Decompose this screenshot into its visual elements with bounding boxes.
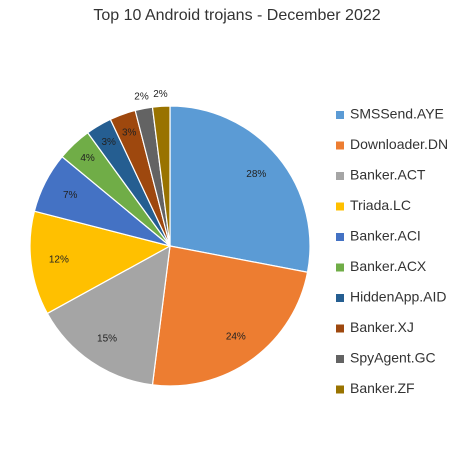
legend-label: Banker.XJ [350,319,414,335]
legend-label: HiddenApp.AID [350,289,447,305]
pie-slice [169,105,311,273]
chart-title: Top 10 Android trojans - December 2022 [93,7,380,24]
legend-label: Downloader.DN [350,136,448,152]
data-label: 3% [101,137,116,148]
legend-swatch [336,355,344,363]
data-label: 2% [153,89,168,100]
data-label: 2% [134,91,149,102]
legend-swatch [336,324,344,333]
pie-slice [151,245,309,387]
legend-swatch [336,294,344,302]
data-label: 7% [63,190,78,201]
legend-label: SMSSend.AYE [350,106,444,122]
legend-label: SpyAgent.GC [350,350,436,366]
data-label: 4% [80,153,95,164]
legend-swatch [336,263,344,272]
data-label: 15% [97,333,117,344]
legend-swatch [336,141,344,150]
legend-swatch [336,233,344,241]
legend-label: Banker.ZF [350,380,415,396]
data-label: 28% [246,169,266,180]
legend-swatch [336,172,344,180]
legend-label: Banker.ACT [350,167,426,183]
legend-label: Banker.ACI [350,228,421,244]
pie-slice [29,210,172,315]
data-label: 3% [122,127,137,138]
data-label: 12% [49,255,69,266]
legend-swatch [336,111,344,119]
pie-slice [46,244,171,386]
legend-swatch [336,385,344,394]
pie-slice [151,105,171,247]
legend-label: Triada.LC [350,197,411,213]
data-label: 24% [226,331,246,342]
legend-label: Banker.ACX [350,258,427,274]
legend-swatch [336,202,344,211]
